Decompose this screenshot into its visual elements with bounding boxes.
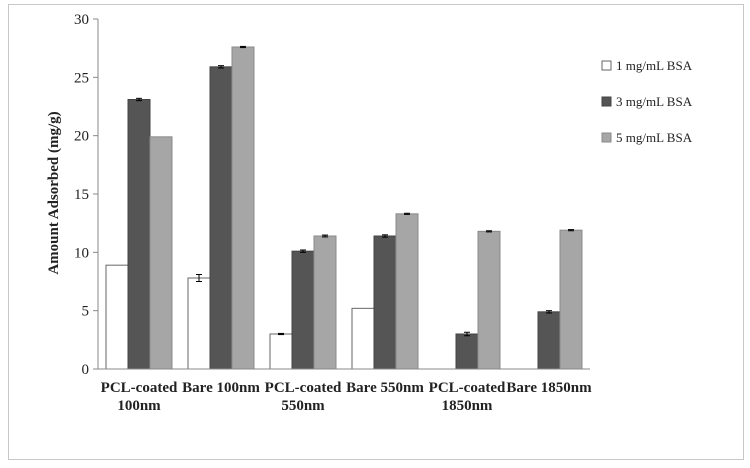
y-tick-label: 10 <box>74 245 89 261</box>
bar <box>559 229 583 370</box>
bar <box>149 136 173 370</box>
legend-swatch <box>601 60 612 71</box>
bar <box>477 230 501 370</box>
legend-swatch <box>601 96 612 107</box>
x-category-label: PCL-coated 550nm <box>265 380 342 414</box>
y-tick-label: 30 <box>74 12 89 28</box>
y-tick-label: 5 <box>82 304 90 320</box>
x-category-label: Bare 100nm <box>182 380 260 396</box>
x-category-label: Bare 1850nm <box>506 380 592 396</box>
bar <box>269 333 293 370</box>
y-axis-label: Amount Adsorbed (mg/g) <box>46 111 62 274</box>
bar <box>127 99 151 370</box>
legend-label: 1 mg/mL BSA <box>616 58 693 73</box>
bar <box>313 235 337 370</box>
x-category-label: PCL-coated 100nm <box>101 380 178 414</box>
x-category-label: Bare 550nm <box>346 380 424 396</box>
legend: 1 mg/mL BSA 3 mg/mL BSA 5 mg/mL BSA <box>601 58 693 145</box>
bar <box>455 333 479 370</box>
bar <box>537 311 561 370</box>
y-tick-label: 20 <box>74 129 89 145</box>
bar <box>231 46 255 370</box>
y-axis: 0 5 10 15 20 25 30 <box>74 12 99 378</box>
legend-label: 5 mg/mL BSA <box>616 130 693 145</box>
bar <box>351 307 375 370</box>
bar <box>187 277 211 370</box>
bar <box>291 250 315 370</box>
bar <box>209 66 233 370</box>
bars <box>105 45 583 370</box>
legend-swatch <box>601 132 612 143</box>
y-tick-label: 15 <box>74 187 89 203</box>
y-tick-label: 25 <box>74 70 89 86</box>
legend-label: 3 mg/mL BSA <box>616 94 693 109</box>
y-tick-label: 0 <box>82 362 90 378</box>
bar <box>373 235 397 370</box>
x-category-label: PCL-coated 1850nm <box>429 380 506 414</box>
bar <box>395 213 419 370</box>
bar <box>105 264 129 370</box>
